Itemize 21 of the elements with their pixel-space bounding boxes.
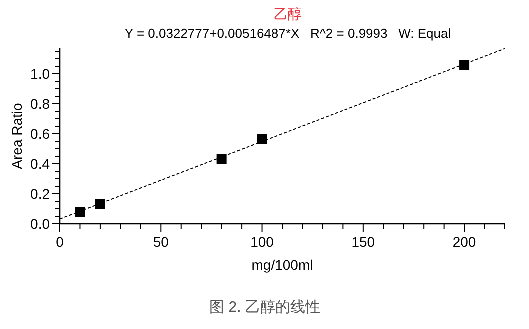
caption: 图 2. 乙醇的线性 xyxy=(210,299,320,316)
point xyxy=(257,134,268,144)
y-tick-label: 0.4 xyxy=(30,156,50,172)
point xyxy=(95,200,106,210)
x-axis-title: mg/100ml xyxy=(252,257,314,273)
y-tick-label: 0.6 xyxy=(30,126,50,142)
x-tick-label: 150 xyxy=(352,234,376,250)
point xyxy=(460,60,470,70)
chart-title: 乙醇 xyxy=(274,6,302,22)
x-tick-label: 200 xyxy=(452,234,476,250)
x-tick-label: 100 xyxy=(250,234,274,250)
chart-subtitle: Y = 0.0322777+0.00516487*X R^2 = 0.9993 W: Equal xyxy=(124,26,452,41)
y-tick-label: 0.0 xyxy=(30,216,50,232)
x-tick-label: 0 xyxy=(56,234,64,250)
point xyxy=(216,154,227,164)
x-tick-label: 50 xyxy=(153,234,170,250)
y-tick-label: 0.8 xyxy=(30,96,50,112)
y-axis-title: Area Ratio xyxy=(9,102,25,170)
point xyxy=(75,207,86,217)
y-tick-label: 0.2 xyxy=(30,186,50,202)
y-tick-label: 1.0 xyxy=(30,66,50,82)
